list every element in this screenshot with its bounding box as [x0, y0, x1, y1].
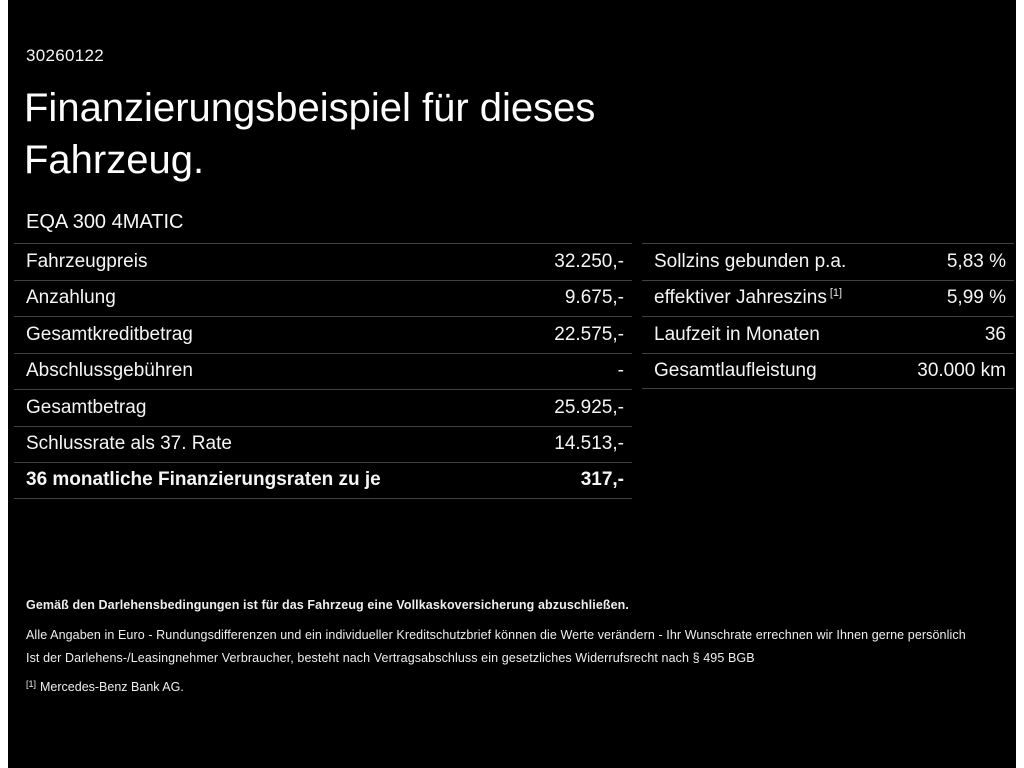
table-row-laufzeit: Laufzeit in Monaten 36: [642, 316, 1014, 353]
row-label: Fahrzeugpreis: [26, 250, 148, 272]
row-value: -: [617, 360, 624, 382]
disclaimer-euro-note: Alle Angaben in Euro - Rundungsdifferenz…: [26, 628, 966, 642]
row-label: Schlussrate als 37. Rate: [26, 433, 232, 455]
page-content: 30260122 Finanzierungsbeispiel für diese…: [8, 0, 1016, 768]
row-label: Laufzeit in Monaten: [654, 323, 820, 345]
row-label: Anzahlung: [26, 287, 116, 309]
footnote-text: Mercedes-Benz Bank AG.: [40, 680, 184, 694]
row-value: 30.000 km: [917, 359, 1006, 381]
row-label: Gesamtlaufleistung: [654, 359, 817, 381]
table-row-sollzins: Sollzins gebunden p.a. 5,83 %: [642, 243, 1014, 280]
row-value: 22.575,-: [554, 323, 624, 345]
row-value: 5,83 %: [946, 250, 1006, 272]
table-row-effektiver-jahreszins: effektiver Jahreszins [1] 5,99 %: [642, 279, 1014, 317]
row-label: Abschlussgebühren: [26, 360, 193, 382]
row-value: 25.925,-: [554, 396, 624, 418]
footnote-bank: [1] Mercedes-Benz Bank AG.: [26, 679, 1011, 694]
row-value: 5,99 %: [946, 287, 1006, 309]
vehicle-model: EQA 300 4MATIC: [26, 211, 184, 233]
table-row-gesamtbetrag: Gesamtbetrag 25.925,-: [14, 389, 632, 426]
disclaimer-widerrufsrecht: Ist der Darlehens-/Leasingnehmer Verbrau…: [26, 651, 755, 665]
disclaimer-insurance: Gemäß den Darlehensbedingungen ist für d…: [26, 598, 629, 612]
table-row-abschlussgebuehren: Abschlussgebühren -: [14, 352, 632, 390]
table-row-monatsrate: 36 monatliche Finanzierungsraten zu je 3…: [14, 462, 632, 499]
table-row-fahrzeugpreis: Fahrzeugpreis 32.250,-: [14, 243, 632, 280]
row-value: 317,-: [580, 469, 624, 491]
footer-disclaimer: Gemäß den Darlehensbedingungen ist für d…: [26, 598, 1011, 694]
page-title: Finanzierungsbeispiel für dieses Fahrzeu…: [24, 86, 596, 182]
row-label: Gesamtkreditbetrag: [26, 323, 193, 345]
footnote-marker: [1]: [26, 679, 37, 689]
finance-table-right: Sollzins gebunden p.a. 5,83 % effektiver…: [642, 243, 1014, 389]
document-number: 30260122: [26, 46, 105, 65]
finance-table-left: Fahrzeugpreis 32.250,- Anzahlung 9.675,-…: [14, 243, 632, 499]
row-value: 32.250,-: [554, 250, 624, 272]
table-row-gesamtlaufleistung: Gesamtlaufleistung 30.000 km: [642, 352, 1014, 389]
table-row-gesamtkreditbetrag: Gesamtkreditbetrag 22.575,-: [14, 316, 632, 353]
row-value: 14.513,-: [554, 433, 624, 455]
row-value: 9.675,-: [564, 287, 624, 309]
footnote-ref: [1]: [829, 287, 843, 300]
row-label: 36 monatliche Finanzierungsraten zu je: [26, 469, 381, 491]
row-label: Gesamtbetrag: [26, 396, 147, 418]
table-row-schlussrate: Schlussrate als 37. Rate 14.513,-: [14, 425, 632, 463]
row-label: Sollzins gebunden p.a.: [654, 250, 847, 272]
row-value: 36: [984, 323, 1006, 345]
row-label: effektiver Jahreszins [1]: [654, 287, 843, 309]
table-row-anzahlung: Anzahlung 9.675,-: [14, 279, 632, 317]
